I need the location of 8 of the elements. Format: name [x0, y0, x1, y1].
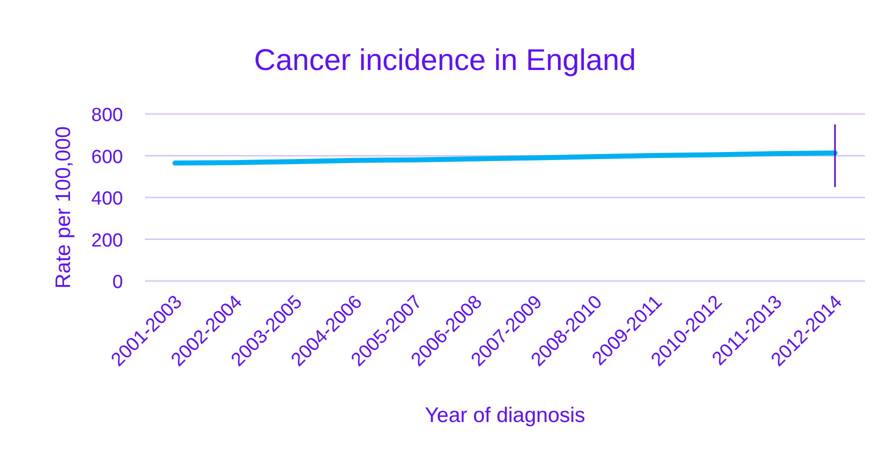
y-tick-label: 400	[91, 188, 123, 210]
chart-title: Cancer incidence in England	[254, 44, 636, 77]
y-axis-title: Rate per 100,000	[52, 126, 75, 289]
y-tick-label: 200	[91, 230, 123, 252]
y-tick-label: 0	[112, 272, 123, 293]
x-axis-title: Year of diagnosis	[424, 404, 586, 427]
y-tick-label: 800	[91, 105, 123, 126]
y-tick-label: 600	[91, 146, 123, 168]
